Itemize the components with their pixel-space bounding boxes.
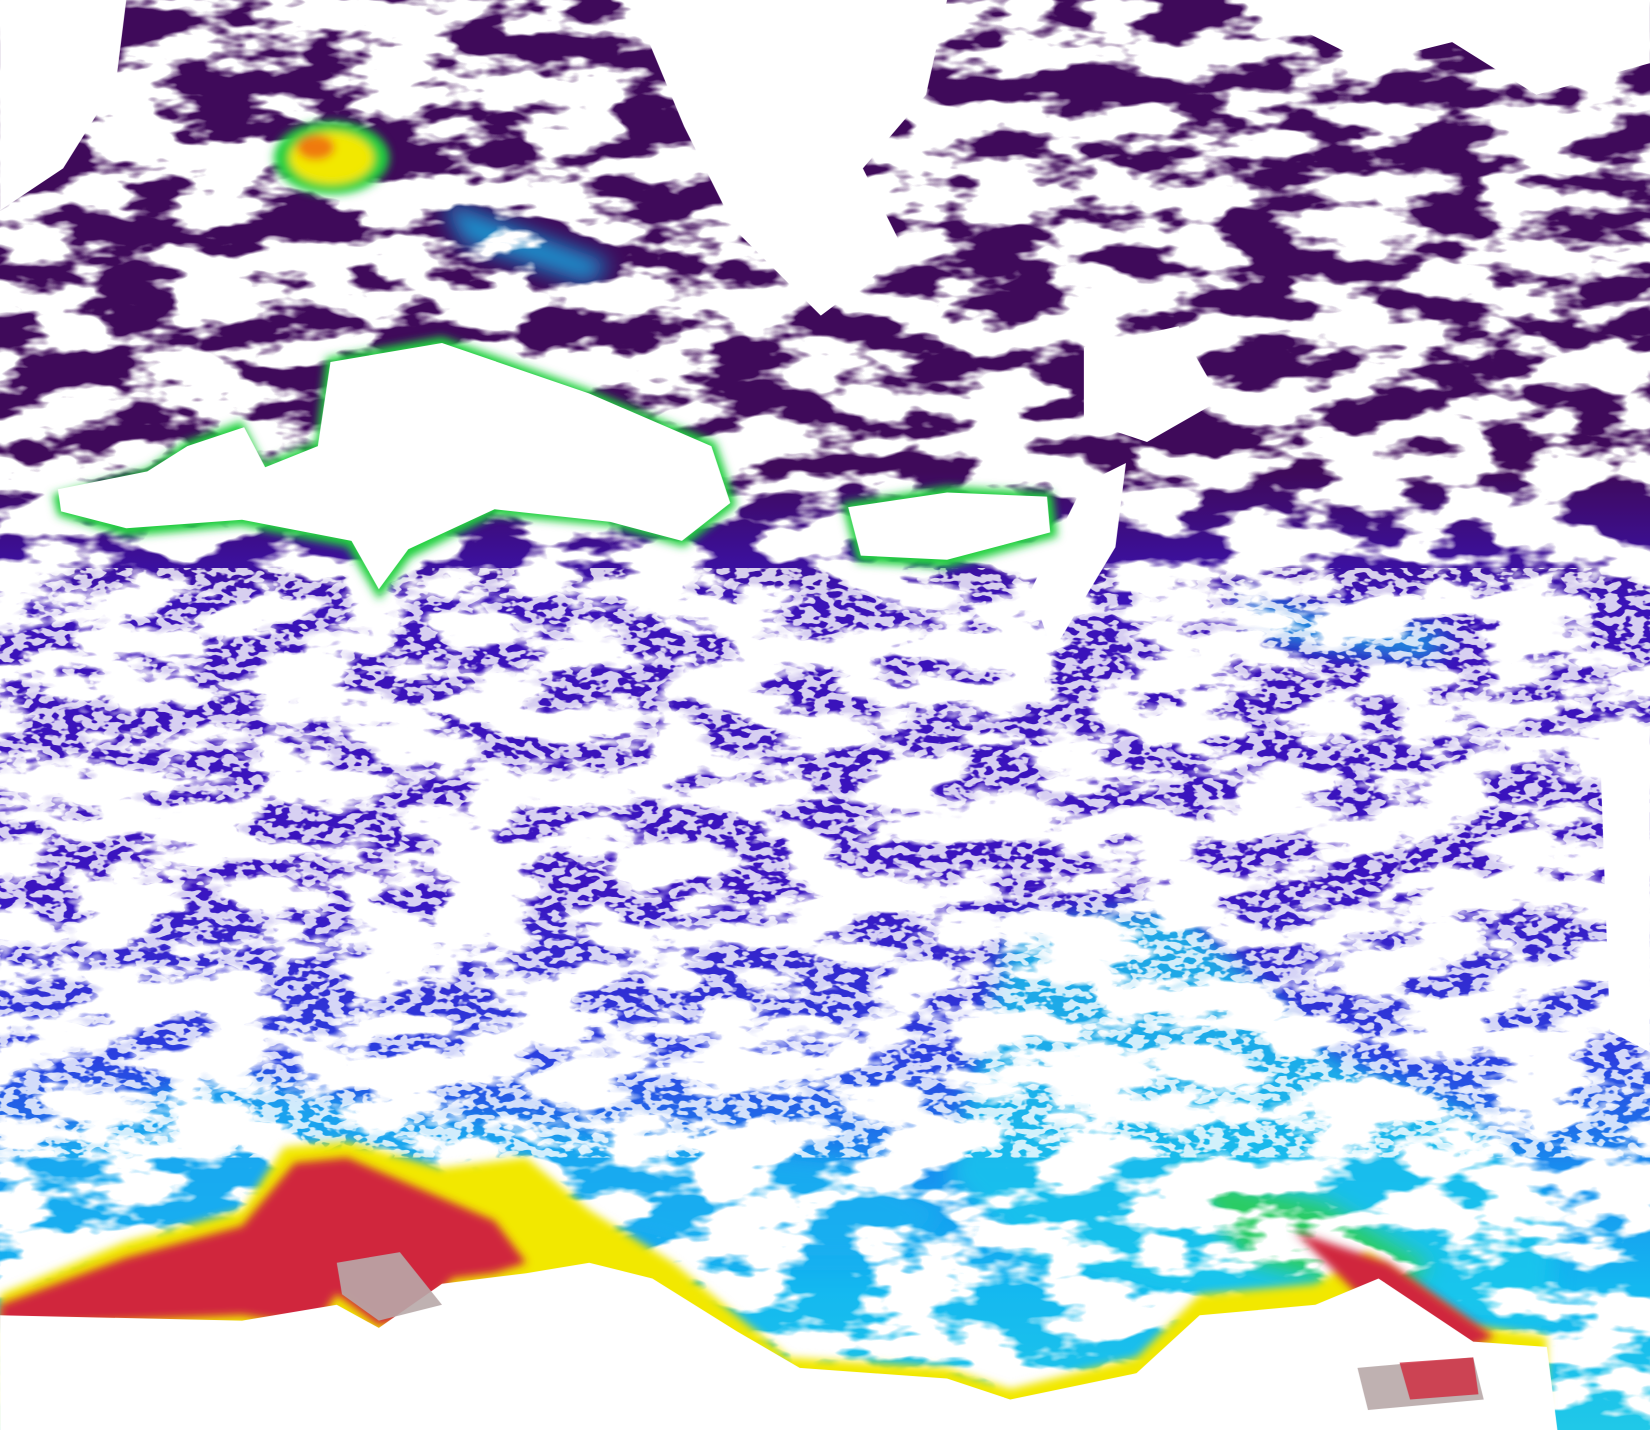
- cloud-speckle: [0, 568, 1650, 1158]
- south-american-coast: [0, 1141, 1558, 1430]
- bloom-hotspot-north: [273, 121, 390, 195]
- cloud-masses: [0, 0, 1650, 1052]
- island-puerto-rico: [841, 486, 1058, 569]
- island-hispaniola: [52, 336, 737, 600]
